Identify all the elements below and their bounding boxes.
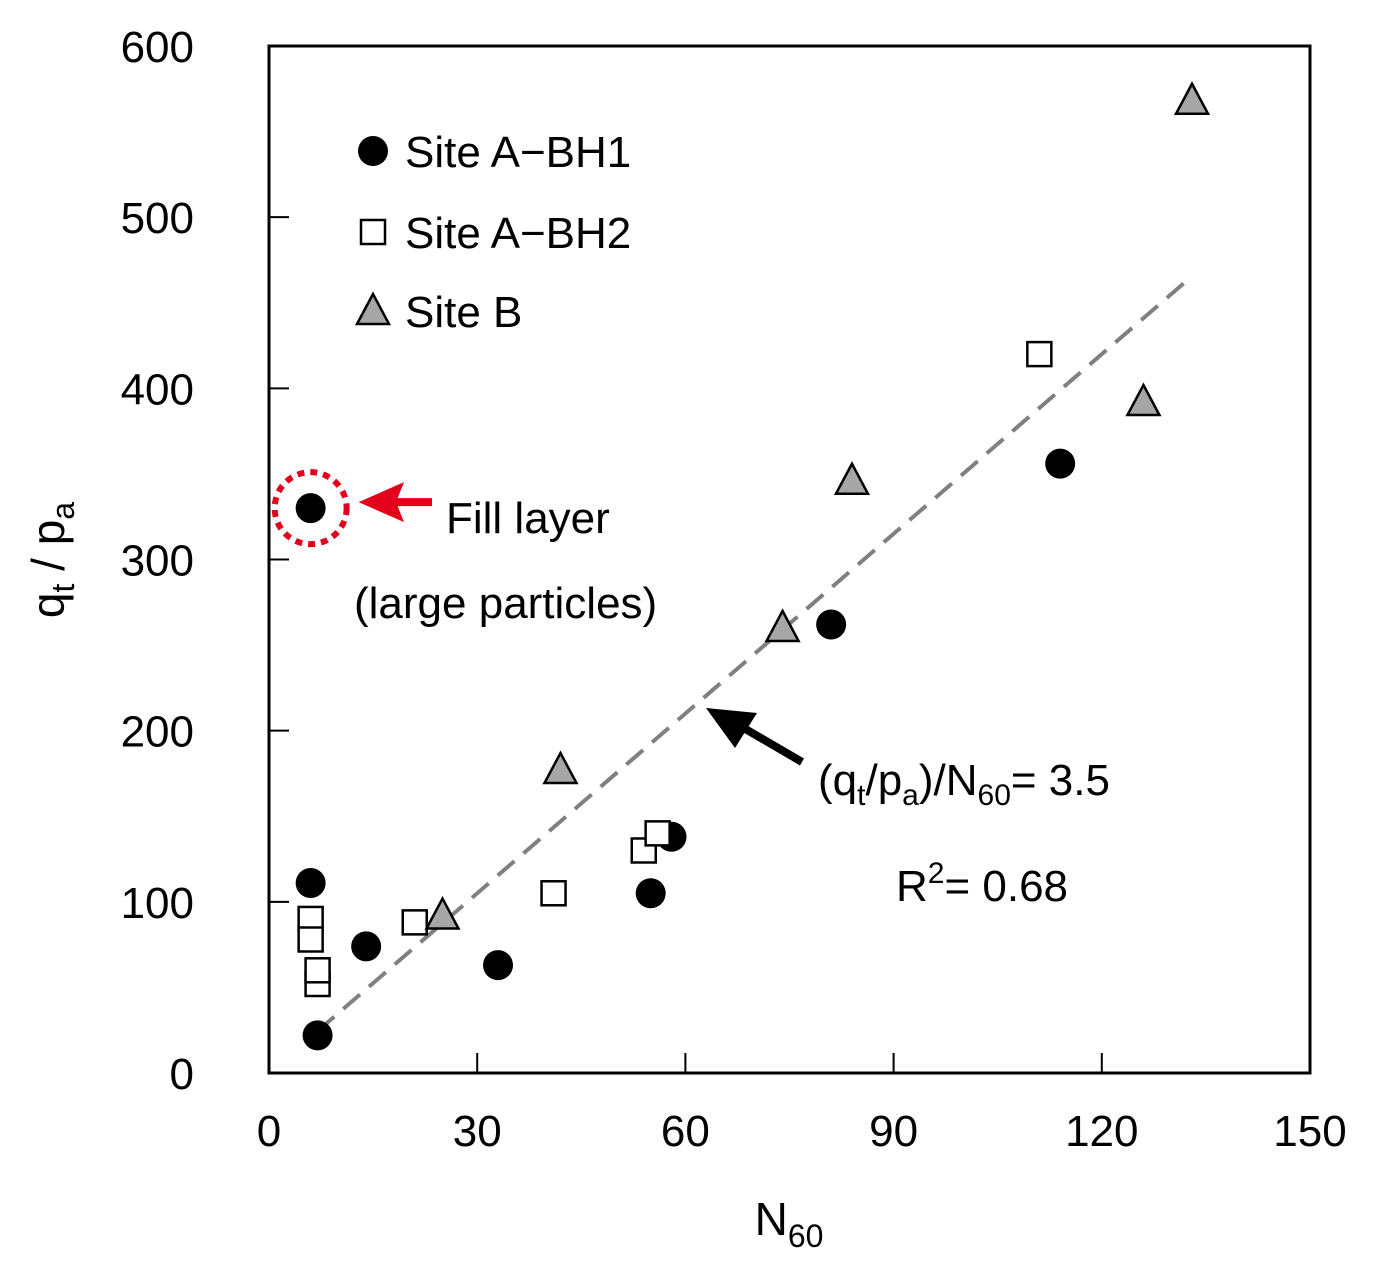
data-point-series-2 — [401, 909, 428, 936]
annotations — [271, 469, 805, 766]
y-tick-label: 200 — [121, 708, 194, 757]
x-tick-label: 60 — [661, 1107, 710, 1156]
slope-arrow-head — [706, 708, 757, 748]
legend-label-series-1: Site A−BH1 — [405, 128, 631, 177]
y-tick-label: 300 — [121, 537, 194, 586]
legend-marker-series-3 — [354, 291, 392, 326]
large-particles-label: (large particles) — [354, 579, 657, 628]
data-point-series-2 — [1026, 340, 1053, 368]
x-tick-label: 150 — [1273, 1107, 1346, 1156]
data-point-series-2 — [304, 957, 331, 984]
x-tick-label: 30 — [453, 1107, 502, 1156]
data-point-series-1 — [816, 609, 847, 640]
data-point-series-1 — [635, 878, 666, 909]
slope-arrow-shaft — [739, 723, 805, 766]
data-point-series-3 — [833, 461, 871, 496]
y-tick-label: 600 — [121, 23, 194, 72]
x-axis-title-subscript: 60 — [788, 1218, 824, 1254]
data-point-series-3 — [1125, 382, 1162, 417]
trendline-group — [316, 274, 1194, 1033]
x-axis-title: N60 — [755, 1193, 824, 1254]
r-squared-annotation: R2= 0.68 — [896, 857, 1068, 911]
data-point-series-2 — [644, 820, 671, 847]
y-tick-label: 400 — [121, 365, 194, 414]
y-axis-title: qt / pa — [22, 502, 81, 618]
data-point-series-3 — [764, 608, 801, 643]
legend: Site A−BH1 Site A−BH2 Site B — [354, 128, 631, 337]
data-point-series-1 — [1045, 448, 1076, 479]
highlight-ring — [271, 469, 350, 548]
data-point-series-3 — [1173, 81, 1211, 116]
y-tick-label: 500 — [121, 194, 194, 243]
x-tick-label: 120 — [1065, 1107, 1138, 1156]
legend-label-series-3: Site B — [405, 288, 522, 337]
y-tick-label: 0 — [170, 1050, 194, 1099]
fill-layer-label: Fill layer — [446, 494, 610, 543]
data-point-series-3 — [424, 895, 461, 930]
data-point-series-1 — [295, 868, 326, 899]
data-point-series-2 — [297, 926, 324, 953]
fill-layer-arrow-head — [358, 482, 404, 523]
x-tick-label: 90 — [869, 1107, 918, 1156]
data-point-series-3 — [542, 750, 579, 785]
data-points — [295, 81, 1211, 1051]
axis-ticks: 0 30 60 90 120 150 0 100 200 300 400 500 600 — [121, 23, 1347, 1156]
trendline — [316, 274, 1194, 1033]
data-point-series-1 — [302, 1020, 333, 1051]
legend-marker-series-2 — [359, 218, 387, 246]
y-tick-label: 100 — [121, 879, 194, 928]
legend-label-series-2: Site A−BH2 — [405, 209, 631, 258]
legend-marker-series-1 — [358, 136, 388, 166]
data-point-series-1 — [483, 950, 514, 981]
data-point-series-1 — [295, 493, 326, 524]
slope-annotation: (qt/pa)/N60= 3.5 — [818, 756, 1110, 812]
data-point-series-2 — [540, 880, 567, 907]
x-tick-label: 0 — [257, 1107, 281, 1156]
data-point-series-1 — [351, 931, 382, 962]
